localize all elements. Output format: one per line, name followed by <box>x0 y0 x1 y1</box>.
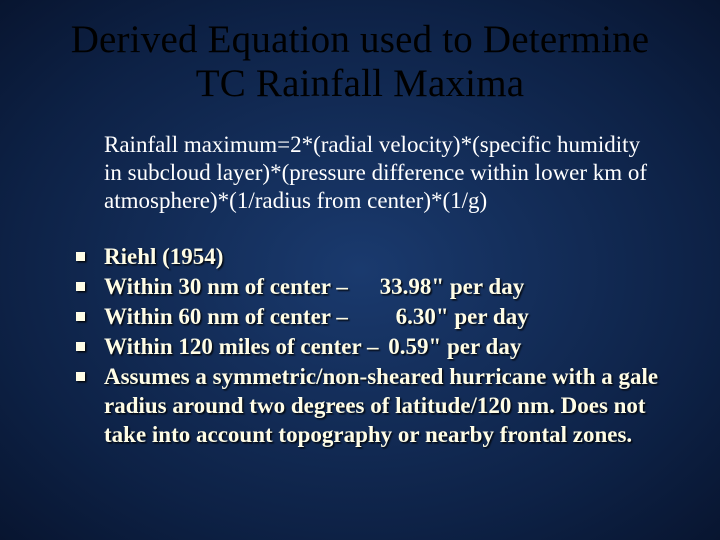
slide: Derived Equation used to Determine TC Ra… <box>0 0 720 540</box>
bullet-text: Riehl (1954) <box>104 244 223 269</box>
bullet-label: Within 120 miles of center – <box>104 334 378 359</box>
list-item: Riehl (1954) <box>74 243 668 272</box>
bullet-value: 33.98" per day <box>354 273 525 302</box>
bullet-label: Within 30 nm of center – <box>104 274 348 299</box>
slide-title: Derived Equation used to Determine TC Ra… <box>42 18 678 105</box>
bullet-value: 0.59" per day <box>384 333 521 362</box>
bullet-text: Assumes a symmetric/non-sheared hurrican… <box>104 364 658 447</box>
bullet-list: Riehl (1954) Within 30 nm of center – 33… <box>74 243 678 450</box>
bullet-label: Within 60 nm of center – <box>104 304 348 329</box>
list-item: Within 120 miles of center – 0.59" per d… <box>74 333 668 362</box>
list-item: Assumes a symmetric/non-sheared hurrican… <box>74 363 668 450</box>
bullet-value: 6.30" per day <box>354 303 529 332</box>
list-item: Within 60 nm of center – 6.30" per day <box>74 303 668 332</box>
equation-text: Rainfall maximum=2*(radial velocity)*(sp… <box>104 131 678 215</box>
list-item: Within 30 nm of center – 33.98" per day <box>74 273 668 302</box>
